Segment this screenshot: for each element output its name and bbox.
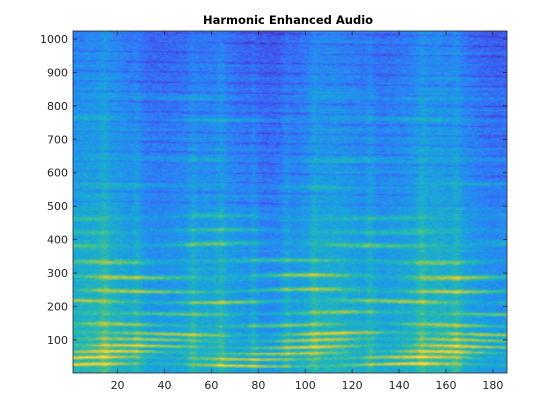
x-tick-label: 100 <box>295 379 316 392</box>
y-tick-label: 600 <box>47 167 68 180</box>
x-tick-label: 20 <box>111 379 125 392</box>
axes-box <box>72 30 508 374</box>
y-tick-label: 100 <box>47 334 68 347</box>
y-tick-label: 700 <box>47 133 68 146</box>
y-tick-label: 500 <box>47 200 68 213</box>
y-axis: 100 200 300 400 500 600 700 800 900 1000 <box>40 33 507 347</box>
y-tick-label: 1000 <box>40 33 68 46</box>
y-tick-label: 800 <box>47 100 68 113</box>
chart-title: Harmonic Enhanced Audio <box>203 13 373 27</box>
x-tick-label: 80 <box>251 379 265 392</box>
x-tick-label: 60 <box>204 379 218 392</box>
x-tick-label: 40 <box>157 379 171 392</box>
y-tick-label: 200 <box>47 300 68 313</box>
x-tick-label: 180 <box>482 379 503 392</box>
x-tick-label: 140 <box>389 379 410 392</box>
y-tick-label: 300 <box>47 267 68 280</box>
spectrogram-image <box>73 31 507 373</box>
heatmap <box>73 31 507 373</box>
y-tick-label: 400 <box>47 234 68 247</box>
y-tick-label: 900 <box>47 66 68 79</box>
x-axis: 20 40 60 80 100 120 140 160 180 <box>111 31 503 392</box>
x-tick-label: 160 <box>436 379 457 392</box>
x-tick-label: 120 <box>342 379 363 392</box>
